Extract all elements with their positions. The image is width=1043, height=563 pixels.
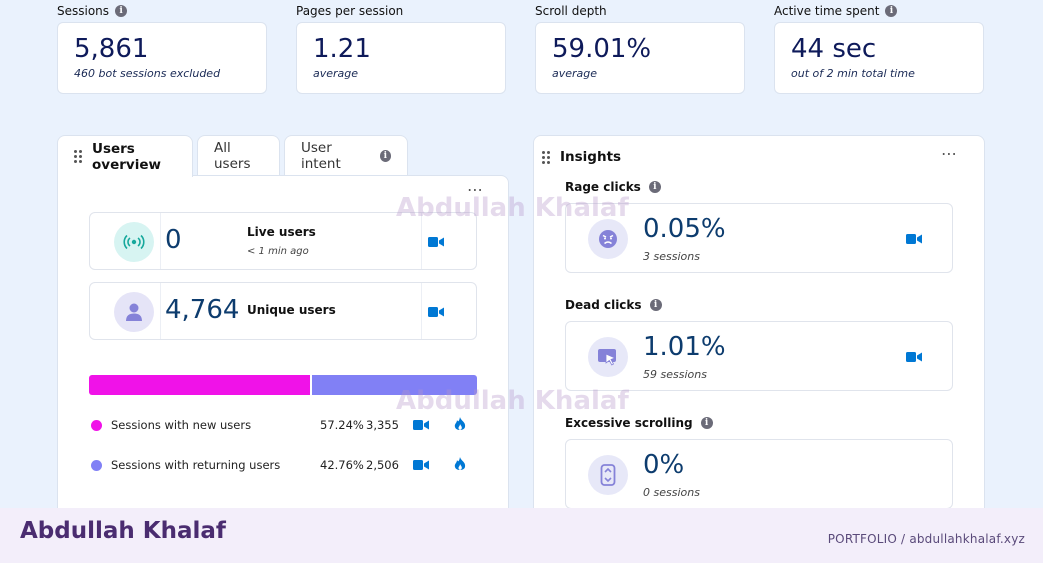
legend-dot	[91, 419, 102, 431]
watermark: Abdullah Khalaf	[396, 386, 629, 416]
live-users-row: 0 Live users < 1 min ago	[89, 212, 477, 270]
video-recording-icon[interactable]	[906, 233, 922, 245]
info-icon[interactable]: i	[648, 181, 661, 193]
info-icon[interactable]: i	[885, 5, 898, 17]
info-icon[interactable]: i	[115, 5, 128, 17]
insights-title: Insights	[560, 149, 622, 165]
video-recording-icon[interactable]	[906, 351, 922, 363]
footer-portfolio-link[interactable]: PORTFOLIO / abdullahkhalaf.xyz	[827, 532, 1025, 546]
stat-value: 44 sec	[791, 34, 877, 64]
insight-sessions: 3 sessions	[643, 250, 700, 263]
user-icon	[114, 292, 154, 332]
scroll-icon	[588, 455, 628, 495]
unique-users-count: 4,764	[165, 295, 240, 325]
legend-dot	[91, 459, 102, 471]
returning-users-bar-segment[interactable]	[312, 375, 477, 395]
stat-value: 1.21	[313, 34, 371, 64]
stat-card: 44 sec out of 2 min total time	[774, 22, 984, 94]
live-users-count: 0	[165, 225, 182, 255]
insight-value: 1.01%	[643, 332, 726, 362]
stat-label: Pages per session	[296, 4, 404, 18]
stat-card: 5,861 460 bot sessions excluded	[57, 22, 267, 94]
heatmap-flame-icon[interactable]	[454, 457, 466, 472]
portfolio-footer: Abdullah Khalaf PORTFOLIO / abdullahkhal…	[0, 508, 1043, 563]
tab-user-intent[interactable]: User intent i	[284, 135, 408, 175]
info-icon[interactable]: i	[379, 149, 391, 162]
video-recording-icon[interactable]	[428, 236, 444, 248]
insight-sessions: 0 sessions	[643, 486, 700, 499]
live-users-label: Live users	[247, 225, 316, 239]
angry-face-icon	[588, 219, 628, 259]
insight-card-rage-clicks[interactable]: 0.05% 3 sessions	[565, 203, 953, 273]
stat-subtext: average	[313, 67, 359, 80]
new-users-bar-segment[interactable]	[89, 375, 310, 395]
stat-label: Active time spent	[774, 4, 880, 18]
stat-value: 59.01%	[552, 34, 652, 64]
insight-value: 0%	[643, 450, 685, 480]
tab-all-users[interactable]: All users	[197, 135, 280, 175]
unique-users-row: 4,764 Unique users	[89, 282, 477, 340]
legend-percent: 57.24%	[320, 418, 364, 432]
tab-label: All users	[214, 139, 251, 172]
stat-subtext: out of 2 min total time	[791, 67, 915, 80]
insight-title: Excessive scrolling	[565, 416, 693, 430]
footer-name: Abdullah Khalaf	[20, 518, 226, 544]
stat-label: Scroll depth	[535, 4, 607, 18]
stat-value: 5,861	[74, 34, 149, 64]
stat-card: 1.21 average	[296, 22, 506, 94]
drag-handle-icon[interactable]	[542, 150, 550, 164]
more-options-icon[interactable]: ⋯	[941, 144, 958, 163]
insight-card-dead-clicks[interactable]: 1.01% 59 sessions	[565, 321, 953, 391]
insight-title: Rage clicks	[565, 180, 641, 194]
tab-label: User intent	[301, 139, 341, 172]
stat-subtext: average	[552, 67, 598, 80]
legend-label: Sessions with new users	[111, 418, 252, 432]
legend-count: 2,506	[366, 458, 399, 472]
legend-percent: 42.76%	[320, 458, 364, 472]
unique-users-label: Unique users	[247, 303, 336, 317]
legend-row-new-users: Sessions with new users 57.24% 3,355	[89, 417, 477, 433]
more-options-icon[interactable]: ⋯	[467, 180, 484, 199]
stat-label: Sessions	[57, 4, 110, 18]
legend-label: Sessions with returning users	[111, 458, 281, 472]
insight-title-rage-clicks: Rage clicks i	[565, 180, 661, 194]
insight-value: 0.05%	[643, 214, 726, 244]
tab-users-overview[interactable]: Users overview	[57, 135, 193, 177]
video-recording-icon[interactable]	[428, 306, 444, 318]
watermark: Abdullah Khalaf	[396, 193, 629, 223]
live-users-time: < 1 min ago	[247, 246, 309, 257]
stat-subtext: 460 bot sessions excluded	[74, 67, 221, 80]
video-recording-icon[interactable]	[413, 419, 429, 431]
stat-card: 59.01% average	[535, 22, 745, 94]
legend-count: 3,355	[366, 418, 399, 432]
broadcast-icon	[114, 222, 154, 262]
insight-title-dead-clicks: Dead clicks i	[565, 298, 662, 312]
dead-click-icon	[588, 337, 628, 377]
video-recording-icon[interactable]	[413, 459, 429, 471]
tab-label: Users overview	[92, 140, 161, 173]
insight-title-excessive-scrolling: Excessive scrolling i	[565, 416, 713, 430]
insight-title: Dead clicks	[565, 298, 642, 312]
heatmap-flame-icon[interactable]	[454, 417, 466, 432]
legend-row-returning-users: Sessions with returning users 42.76% 2,5…	[89, 457, 477, 473]
info-icon[interactable]: i	[700, 417, 713, 429]
drag-handle-icon[interactable]	[74, 150, 82, 163]
insight-card-excessive-scrolling[interactable]: 0% 0 sessions	[565, 439, 953, 509]
insight-sessions: 59 sessions	[643, 368, 707, 381]
info-icon[interactable]: i	[649, 299, 662, 311]
